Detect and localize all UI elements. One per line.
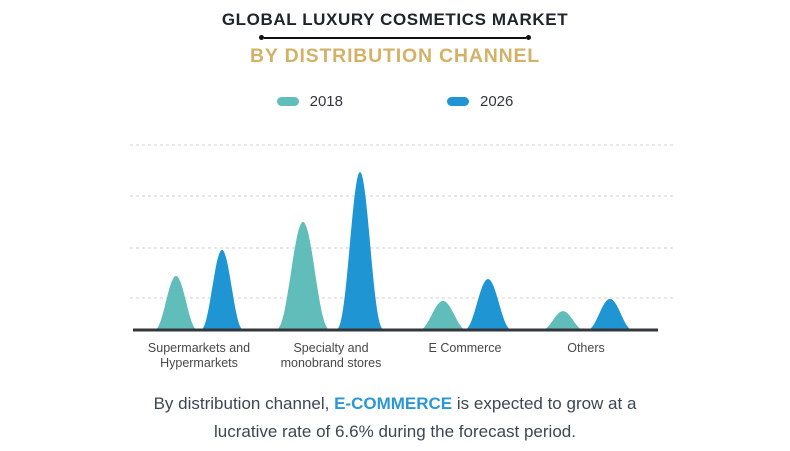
divider-dot-left xyxy=(259,35,264,40)
page-subtitle: BY DISTRIBUTION CHANNEL xyxy=(250,45,540,67)
peak-2018-0 xyxy=(154,275,198,330)
caption-text-pre: By distribution channel, xyxy=(153,394,335,413)
peak-2026-3 xyxy=(587,298,633,330)
caption: By distribution channel, E-COMMERCE is e… xyxy=(0,390,790,445)
caption-highlight: E-COMMERCE xyxy=(334,394,453,413)
divider-dot-right xyxy=(526,35,531,40)
legend-label-2026: 2026 xyxy=(480,93,514,110)
category-label-2: E Commerce xyxy=(428,341,502,355)
category-label-3: Others xyxy=(567,341,605,355)
caption-text-line2: lucrative rate of 6.6% during the foreca… xyxy=(214,421,576,441)
legend-swatch-2018 xyxy=(276,97,299,106)
peak-2026-0 xyxy=(200,249,244,330)
title-divider xyxy=(259,35,531,40)
legend-swatch-2026 xyxy=(447,97,469,106)
peak-2026-2 xyxy=(464,279,512,330)
legend-item-2018: 2018 xyxy=(276,93,343,110)
chart-header: GLOBAL LUXURY COSMETICS MARKET BY DISTRI… xyxy=(0,10,790,68)
divider-line xyxy=(264,36,526,39)
legend-label-2018: 2018 xyxy=(309,93,343,110)
chart-legend: 2018 2026 xyxy=(0,93,790,110)
peak-2018-3 xyxy=(542,311,584,330)
caption-text-post: is expected to grow at a xyxy=(452,394,637,413)
category-label-1: Specialty and monobrand stores xyxy=(280,341,382,370)
category-label-0: Supermarkets and Hypermarkets xyxy=(147,341,251,370)
peak-2018-2 xyxy=(419,300,467,330)
peak-2018-1 xyxy=(275,221,331,330)
peak-2026-1 xyxy=(335,171,385,330)
page-title: GLOBAL LUXURY COSMETICS MARKET xyxy=(221,10,569,29)
legend-item-2026: 2026 xyxy=(447,93,513,110)
